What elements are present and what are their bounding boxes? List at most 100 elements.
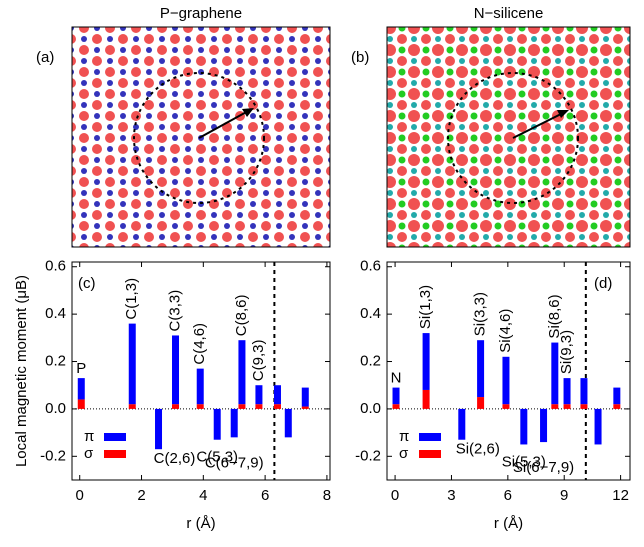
bar-segment bbox=[551, 342, 559, 405]
bar-segment bbox=[238, 340, 246, 405]
bar-segment bbox=[230, 408, 238, 438]
bar-segment bbox=[301, 406, 309, 409]
bar-segment bbox=[563, 378, 571, 405]
legend-label: σ bbox=[84, 445, 94, 462]
bar-segment bbox=[255, 404, 263, 409]
legend-swatch bbox=[419, 433, 441, 441]
bar-segment bbox=[77, 399, 85, 409]
y-tick-label: 0.0 bbox=[45, 400, 66, 417]
bar-label: C(5,3) bbox=[196, 449, 238, 466]
bar-label: C(9,3) bbox=[250, 340, 267, 382]
legend-label: π bbox=[84, 428, 94, 445]
x-tick-label: 12 bbox=[612, 487, 629, 504]
legend-swatch bbox=[104, 450, 126, 458]
y-tick-label: 0.2 bbox=[360, 352, 381, 369]
bar-segment bbox=[273, 385, 281, 405]
bar-label: C(1,3) bbox=[123, 278, 140, 320]
bar-segment bbox=[392, 404, 400, 409]
legend-label: σ bbox=[399, 445, 409, 462]
bar-segment bbox=[502, 356, 510, 405]
bar-label: Si(6−7,9) bbox=[513, 459, 574, 476]
legend-swatch bbox=[104, 433, 126, 441]
bar-label: Si(3,3) bbox=[472, 292, 489, 336]
x-tick-label: 0 bbox=[391, 487, 399, 504]
x-tick-label: 8 bbox=[323, 487, 331, 504]
bar-segment bbox=[613, 387, 621, 405]
bar-segment bbox=[172, 404, 180, 409]
y-tick-label: 0.6 bbox=[45, 258, 66, 275]
y-axis-label: Local magnetic moment (μB) bbox=[13, 275, 30, 467]
bar-segment bbox=[196, 368, 204, 405]
y-tick-label: -0.2 bbox=[355, 447, 381, 464]
y-tick-label: 0.4 bbox=[45, 305, 66, 322]
bar-segment bbox=[502, 404, 510, 409]
bar-label: Si(5,3) bbox=[502, 453, 546, 470]
plot-frame bbox=[71, 261, 331, 481]
bar-segment bbox=[238, 404, 246, 409]
bar-segment bbox=[128, 404, 136, 409]
y-tick-label: -0.2 bbox=[40, 447, 66, 464]
plot-frame bbox=[386, 261, 631, 481]
bar-segment bbox=[458, 408, 466, 440]
bar-label: Si(1,3) bbox=[417, 285, 434, 329]
bar-label: N bbox=[391, 370, 402, 387]
bar-segment bbox=[477, 340, 485, 398]
bar-segment bbox=[284, 408, 292, 438]
panel-label: (c) bbox=[78, 275, 96, 292]
bar-segment bbox=[155, 408, 163, 450]
chart-title: N−silicene bbox=[474, 5, 544, 22]
bar-segment bbox=[77, 378, 85, 400]
bar-segment bbox=[477, 397, 485, 409]
panel-label: (d) bbox=[594, 275, 612, 292]
bar-segment bbox=[551, 404, 559, 409]
bar-segment bbox=[213, 408, 221, 440]
x-tick-label: 6 bbox=[261, 487, 269, 504]
bar-segment bbox=[301, 387, 309, 407]
bar-segment bbox=[580, 404, 588, 409]
x-axis-label: r (Å) bbox=[494, 515, 523, 532]
bar-label: C(8,6) bbox=[233, 295, 250, 337]
bar-segment bbox=[422, 389, 430, 409]
x-tick-label: 9 bbox=[560, 487, 568, 504]
y-tick-label: 0.2 bbox=[45, 352, 66, 369]
x-tick-label: 3 bbox=[447, 487, 455, 504]
x-tick-label: 0 bbox=[76, 487, 84, 504]
image-panel-a bbox=[71, 26, 331, 248]
image-label: (a) bbox=[36, 49, 54, 66]
bar-segment bbox=[172, 335, 180, 405]
bar-segment bbox=[594, 408, 602, 445]
x-axis-label: r (Å) bbox=[186, 515, 215, 532]
bar-label: C(4,6) bbox=[191, 323, 208, 365]
bar-label: C(2,6) bbox=[154, 450, 196, 467]
bar-label: P bbox=[76, 360, 86, 377]
image-panel-b bbox=[386, 26, 631, 248]
bar-label: Si(9,3) bbox=[558, 330, 575, 374]
bar-segment bbox=[520, 408, 528, 445]
chart-title: P−graphene bbox=[160, 5, 242, 22]
bar-segment bbox=[580, 378, 588, 405]
legend-swatch bbox=[419, 450, 441, 458]
image-label: (b) bbox=[351, 49, 369, 66]
y-tick-label: 0.0 bbox=[360, 400, 381, 417]
bar-label: Si(4,6) bbox=[497, 309, 514, 353]
bar-segment bbox=[273, 404, 281, 409]
bar-segment bbox=[255, 385, 263, 405]
bar-label: Si(8,6) bbox=[546, 294, 563, 338]
bar-segment bbox=[196, 404, 204, 409]
x-tick-label: 6 bbox=[504, 487, 512, 504]
x-tick-label: 4 bbox=[199, 487, 207, 504]
bar-segment bbox=[540, 408, 548, 443]
bar-segment bbox=[392, 387, 400, 405]
y-tick-label: 0.6 bbox=[360, 258, 381, 275]
bar-segment bbox=[563, 404, 571, 409]
bar-label: C(3,3) bbox=[166, 290, 183, 332]
legend-label: π bbox=[399, 428, 409, 445]
y-tick-label: 0.4 bbox=[360, 305, 381, 322]
bar-label: Si(2,6) bbox=[456, 441, 500, 458]
bar-segment bbox=[613, 404, 621, 409]
x-tick-label: 2 bbox=[137, 487, 145, 504]
bar-segment bbox=[128, 323, 136, 405]
bar-segment bbox=[422, 333, 430, 390]
